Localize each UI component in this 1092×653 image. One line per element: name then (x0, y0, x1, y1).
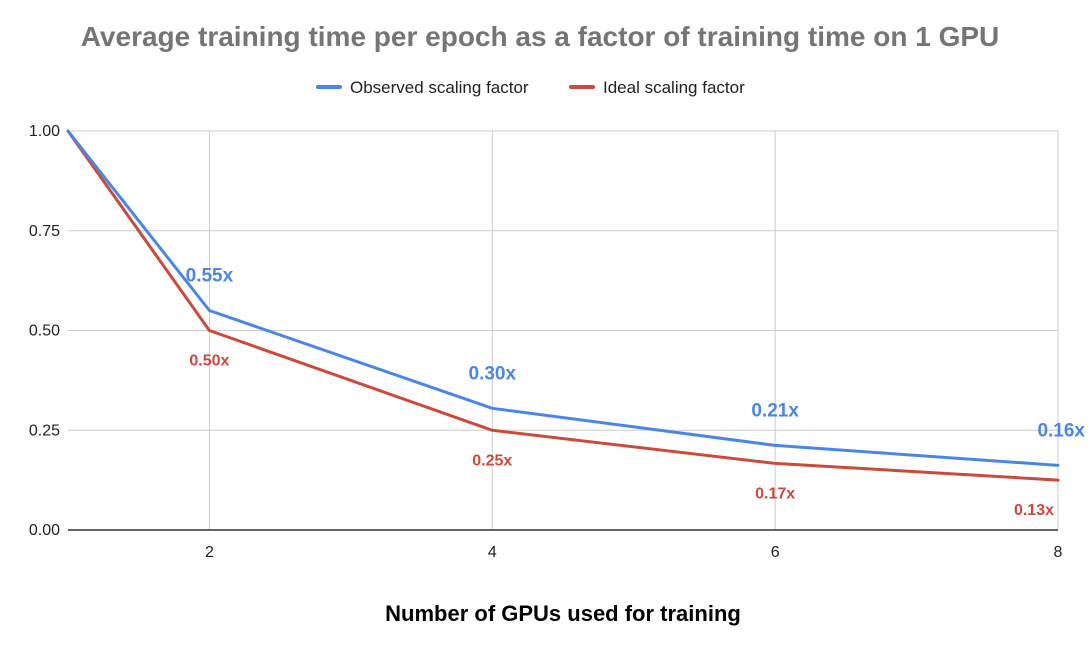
series-lines (66, 129, 1060, 482)
legend-label: Ideal scaling factor (603, 78, 745, 97)
data-label-observed: 0.21x (751, 400, 799, 421)
y-tick-label: 0.00 (29, 522, 60, 539)
series-line-observed (66, 129, 1060, 467)
x-tick-label: 4 (488, 544, 497, 561)
data-label-ideal: 0.25x (472, 452, 512, 469)
y-tick-label: 0.25 (29, 422, 60, 439)
legend-label: Observed scaling factor (350, 78, 529, 97)
data-label-ideal: 0.50x (189, 353, 229, 370)
y-tick-label: 0.75 (29, 223, 60, 240)
x-tick-label: 8 (1054, 544, 1063, 561)
data-label-observed: 0.30x (469, 363, 517, 384)
data-label-ideal: 0.13x (1014, 502, 1054, 519)
series-line-ideal (66, 129, 1060, 482)
data-label-observed: 0.16x (1037, 420, 1085, 441)
data-label-ideal: 0.17x (755, 485, 795, 502)
data-label-observed: 0.55x (186, 266, 234, 287)
x-tick-label: 2 (205, 544, 214, 561)
x-tick-label: 6 (771, 544, 780, 561)
legend-item-ideal: Ideal scaling factor (569, 78, 745, 97)
legend-item-observed: Observed scaling factor (316, 78, 529, 97)
legend: Observed scaling factor Ideal scaling fac… (316, 78, 745, 97)
data-labels: 0.55x 0.30x 0.21x 0.16x 0.50x 0.25x 0.17x 0.13x (186, 266, 1086, 520)
chart-title: Average training time per epoch as a fac… (81, 21, 1000, 52)
y-tick-label: 0.50 (29, 323, 60, 340)
x-axis-title: Number of GPUs used for training (385, 601, 741, 626)
axes: 0.00 0.25 0.50 0.75 1.00 2 4 6 8 (29, 123, 1063, 561)
y-tick-label: 1.00 (29, 123, 60, 140)
gridlines (68, 130, 1059, 530)
